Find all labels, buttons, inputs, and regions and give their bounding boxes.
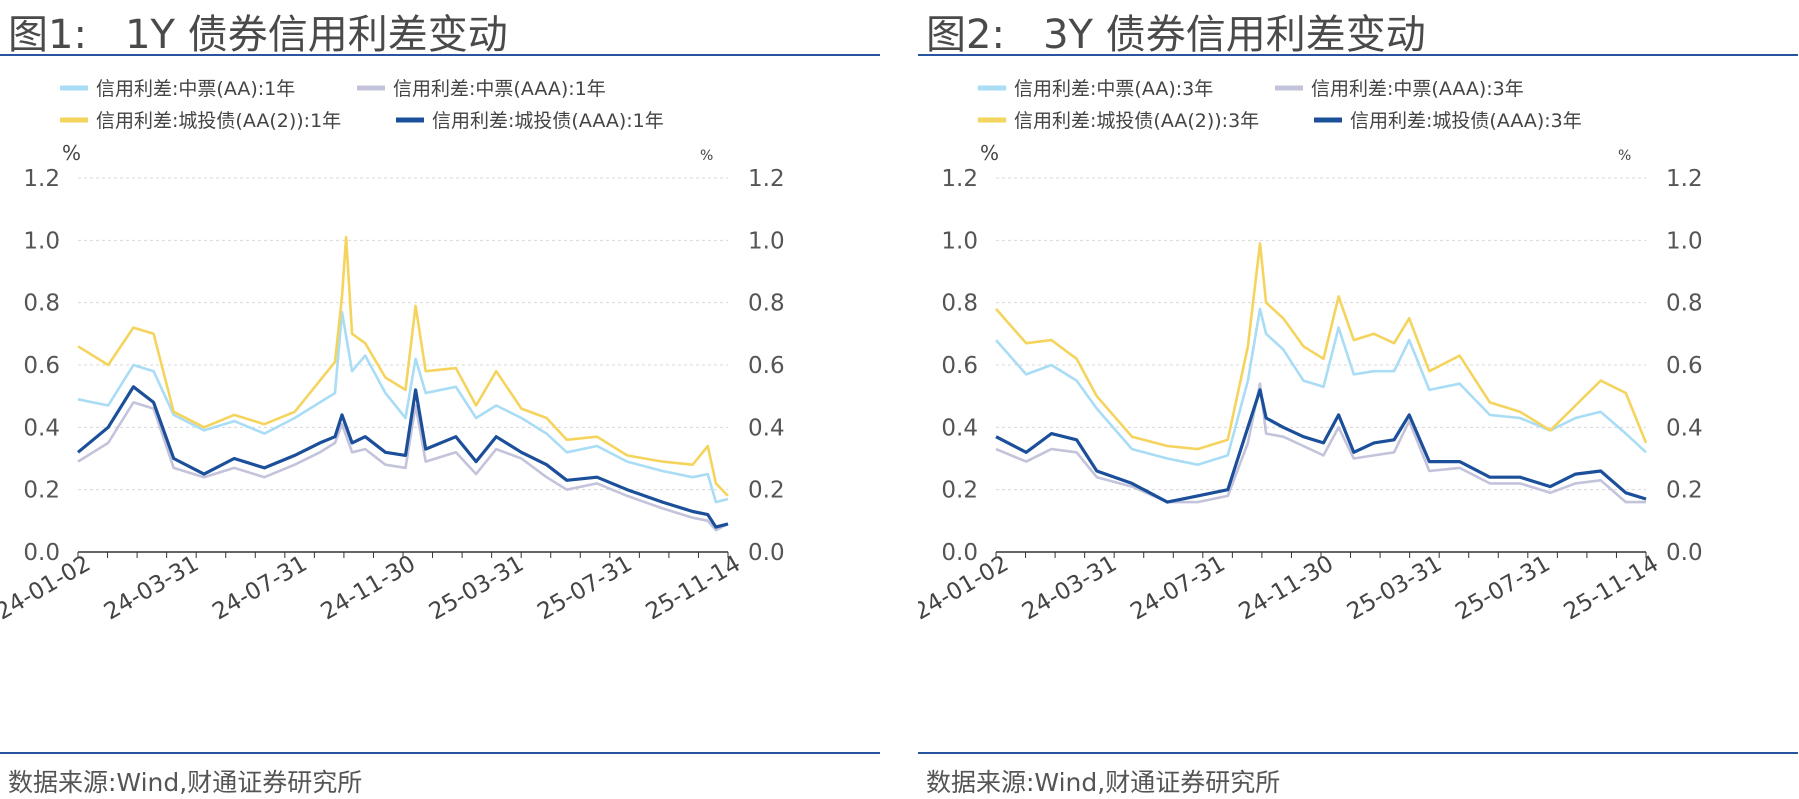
y-tick-label-right: 0.8 [748, 291, 785, 317]
y-tick-label-left: 1.0 [941, 228, 978, 254]
y-tick-label-right: 1.2 [1666, 166, 1703, 192]
y-tick-label-left: 0.6 [23, 353, 60, 379]
y-tick-label-right: 1.0 [748, 228, 785, 254]
x-tick-label: 24-11-30 [1235, 551, 1338, 626]
figure-1-label: 图1: [8, 12, 87, 58]
series-line [995, 388, 1647, 504]
x-tick-label: 25-03-31 [1343, 551, 1446, 626]
figure-1-source: 数据来源:Wind,财通证券研究所 [8, 768, 363, 797]
figure-2-title: 图2: 3Y 债券信用利差变动 [926, 2, 1426, 60]
unit-label-right: % [700, 148, 713, 164]
x-tick-label: 24-07-31 [208, 551, 311, 626]
y-tick-label-right: 1.0 [1666, 228, 1703, 254]
series-line [77, 235, 729, 497]
x-tick-label: 25-07-31 [1451, 551, 1554, 626]
x-tick-label: 24-03-31 [1018, 551, 1121, 626]
x-tick-label: 24-07-31 [1126, 551, 1229, 626]
y-tick-label-right: 0.0 [748, 540, 785, 566]
y-tick-label-right: 0.2 [1666, 478, 1703, 504]
legend-label: 信用利差:城投债(AA(2)):1年 [96, 110, 341, 132]
figure-1-top-rule [0, 54, 880, 56]
unit-label-left: % [980, 141, 999, 165]
figure-2-top-rule [918, 54, 1798, 56]
legend-label: 信用利差:中票(AA):3年 [1014, 78, 1213, 100]
y-tick-label-left: 0.4 [23, 415, 60, 441]
figure-2-chart: 信用利差:中票(AA):3年 信用利差:中票(AAA):3年信用利差:城投债(AA… [918, 78, 1703, 626]
y-tick-label-right: 0.4 [1666, 415, 1703, 441]
figure-2-source: 数据来源:Wind,财通证券研究所 [926, 768, 1281, 797]
unit-label-right: % [1618, 148, 1631, 164]
y-tick-label-right: 0.6 [748, 353, 785, 379]
y-tick-label-left: 0.8 [941, 291, 978, 317]
y-tick-label-left: 0.4 [941, 415, 978, 441]
figure-1-panel: 图1: 1Y 债券信用利差变动 信用利差:中票(AA):1年 信用利差:中票(AA… [0, 0, 880, 799]
y-tick-label-left: 1.2 [23, 166, 60, 192]
figure-2-label: 图2: [926, 12, 1005, 58]
y-tick-label-left: 0.2 [941, 478, 978, 504]
figure-2-title-text: 3Y 债券信用利差变动 [1043, 12, 1426, 58]
y-tick-label-left: 0.0 [23, 540, 60, 566]
unit-label-left: % [62, 141, 81, 165]
figure-1-bottom-rule [0, 752, 880, 754]
series-line [995, 242, 1648, 451]
legend-label: 信用利差:城投债(AA(2)):3年 [1014, 110, 1259, 132]
legend-label: 信用利差:中票(AAA):3年 [1311, 78, 1524, 100]
y-tick-label-right: 0.6 [1666, 353, 1703, 379]
legend-label: 信用利差:中票(AAA):1年 [393, 78, 606, 100]
y-tick-label-left: 0.8 [23, 291, 60, 317]
y-tick-label-left: 0.2 [23, 478, 60, 504]
x-tick-label: 25-11-14 [1560, 551, 1663, 626]
legend-label: 信用利差:城投债(AAA):1年 [432, 110, 664, 132]
figure-2-bottom-rule [918, 752, 1798, 754]
series-line [995, 382, 1646, 504]
x-tick-label: 24-03-31 [100, 551, 203, 626]
x-tick-label: 25-11-14 [642, 551, 745, 626]
x-tick-label: 25-07-31 [533, 551, 636, 626]
figure-1-chart: 信用利差:中票(AA):1年 信用利差:中票(AAA):1年信用利差:城投债(AA… [0, 78, 785, 626]
series-line [77, 310, 729, 504]
x-tick-label: 25-03-31 [425, 551, 528, 626]
figure-1-title-text: 1Y 债券信用利差变动 [125, 12, 508, 58]
y-tick-label-right: 0.0 [1666, 540, 1703, 566]
y-tick-label-right: 0.4 [748, 415, 785, 441]
y-tick-label-right: 1.2 [748, 166, 785, 192]
y-tick-label-left: 0.0 [941, 540, 978, 566]
x-tick-label: 24-11-30 [317, 551, 420, 626]
series-line [995, 307, 1647, 466]
figure-1-title: 图1: 1Y 债券信用利差变动 [8, 2, 508, 60]
series-line [77, 401, 729, 532]
y-tick-label-right: 0.8 [1666, 291, 1703, 317]
y-tick-label-left: 1.2 [941, 166, 978, 192]
y-tick-label-left: 0.6 [941, 353, 978, 379]
y-tick-label-left: 1.0 [23, 228, 60, 254]
legend-label: 信用利差:中票(AA):1年 [96, 78, 295, 100]
legend-label: 信用利差:城投债(AAA):3年 [1350, 110, 1582, 132]
figure-2-panel: 图2: 3Y 债券信用利差变动 信用利差:中票(AA):3年 信用利差:中票(AA… [918, 0, 1798, 799]
series-line [76, 385, 729, 529]
y-tick-label-right: 0.2 [748, 478, 785, 504]
